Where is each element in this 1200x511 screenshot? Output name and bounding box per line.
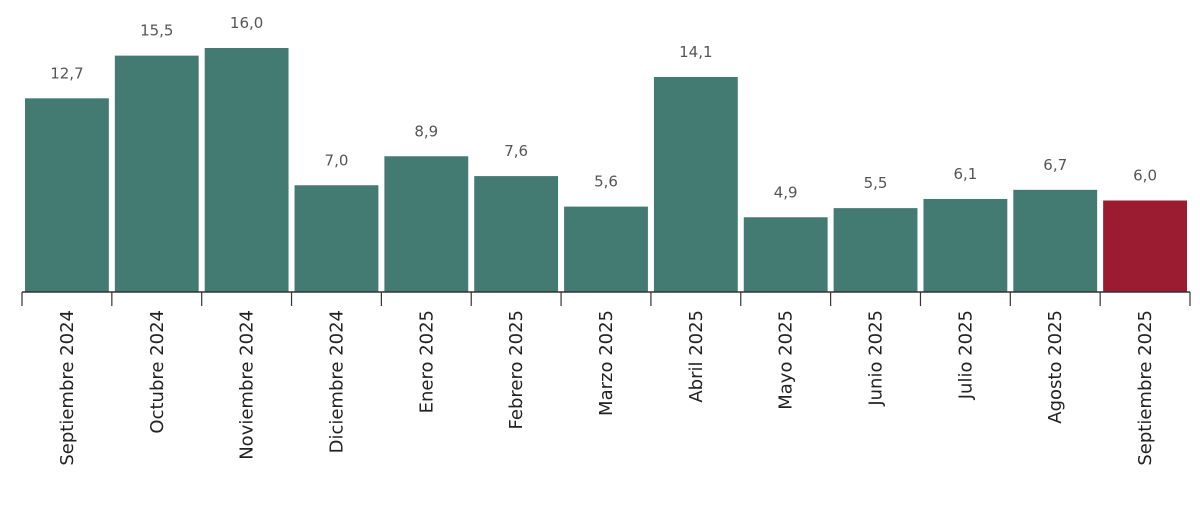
x-tick-label: Agosto 2025 xyxy=(1045,310,1066,424)
x-tick-label: Octubre 2024 xyxy=(147,310,168,434)
bar xyxy=(294,185,379,292)
value-label: 5,5 xyxy=(864,174,888,192)
value-label: 14,1 xyxy=(679,43,712,61)
bar xyxy=(564,206,648,292)
bar xyxy=(25,98,109,292)
value-label: 8,9 xyxy=(414,122,438,140)
bar xyxy=(204,48,289,292)
x-tick-label: Mayo 2025 xyxy=(776,310,797,410)
x-tick-label: Diciembre 2024 xyxy=(326,310,347,453)
x-tick-label: Febrero 2025 xyxy=(506,310,527,430)
x-tick-label: Enero 2025 xyxy=(416,310,437,413)
bar xyxy=(384,156,469,292)
value-label: 15,5 xyxy=(140,22,173,40)
x-tick-label: Junio 2025 xyxy=(866,310,887,407)
bar xyxy=(743,217,828,292)
value-label: 16,0 xyxy=(230,14,263,32)
value-label: 12,7 xyxy=(50,64,83,82)
bar xyxy=(923,198,1008,292)
value-label: 6,0 xyxy=(1133,167,1157,185)
bar xyxy=(474,176,559,292)
value-label: 5,6 xyxy=(594,173,618,191)
x-tick-label: Marzo 2025 xyxy=(596,310,617,416)
value-label: 7,0 xyxy=(325,151,349,169)
value-label: 7,6 xyxy=(504,142,528,160)
value-label: 4,9 xyxy=(774,183,798,201)
value-label: 6,1 xyxy=(953,165,977,183)
x-tick-label: Julio 2025 xyxy=(955,310,976,400)
x-tick-label: Abril 2025 xyxy=(686,310,707,403)
bar xyxy=(114,55,199,292)
x-tick-label: Septiembre 2025 xyxy=(1135,310,1156,466)
x-tick-label: Septiembre 2024 xyxy=(57,310,78,466)
bar xyxy=(1013,189,1098,292)
value-label: 6,7 xyxy=(1043,156,1067,174)
bar xyxy=(833,208,918,292)
bar xyxy=(1103,200,1187,292)
x-tick-label: Noviembre 2024 xyxy=(237,310,258,460)
bar xyxy=(653,76,738,292)
